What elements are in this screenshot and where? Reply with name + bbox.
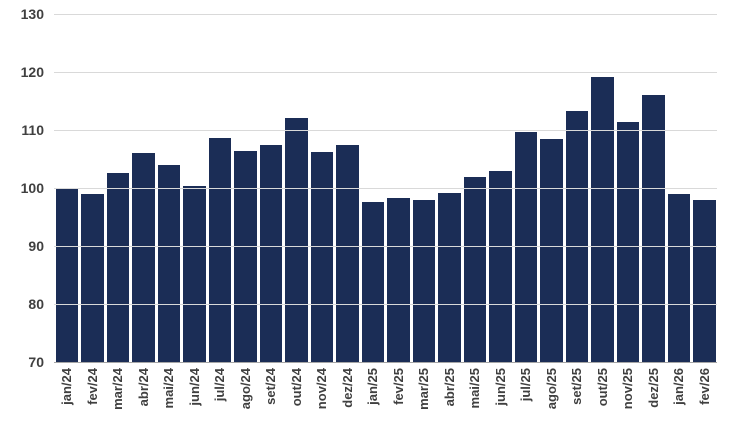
gridline xyxy=(54,14,717,15)
x-tick-label: jan/24 xyxy=(59,368,75,405)
x-tick-cell: mai/25 xyxy=(462,366,488,444)
x-tick-cell: mai/24 xyxy=(156,366,182,444)
x-tick-cell: fev/25 xyxy=(386,366,412,444)
x-tick-label: set/24 xyxy=(263,368,279,405)
x-tick-label: mai/24 xyxy=(161,368,177,409)
bar xyxy=(234,151,257,362)
bar xyxy=(438,192,461,362)
x-tick-cell: abr/25 xyxy=(437,366,463,444)
x-tick-cell: jan/24 xyxy=(54,366,80,444)
x-tick-label: dez/24 xyxy=(339,368,355,408)
bar xyxy=(387,197,410,362)
bar xyxy=(489,170,512,362)
x-tick-cell: abr/24 xyxy=(131,366,157,444)
y-tick-label: 110 xyxy=(21,122,44,138)
x-tick-label: fev/24 xyxy=(84,368,100,405)
bar xyxy=(106,172,129,362)
bar xyxy=(693,199,716,362)
x-tick-cell: nov/25 xyxy=(615,366,641,444)
x-axis-line xyxy=(54,362,717,363)
x-tick-cell: jun/24 xyxy=(182,366,208,444)
gridline xyxy=(54,72,717,73)
x-tick-label: jan/25 xyxy=(365,368,381,405)
x-tick-label: abr/25 xyxy=(441,368,457,407)
x-tick-label: jan/26 xyxy=(671,368,687,405)
bar xyxy=(259,145,282,362)
bar xyxy=(208,138,231,362)
plot-area xyxy=(54,14,717,363)
x-tick-label: ago/24 xyxy=(237,368,253,410)
x-tick-cell: set/25 xyxy=(564,366,590,444)
y-tick-label: 130 xyxy=(20,6,44,22)
gridline xyxy=(54,304,717,305)
x-tick-cell: ago/24 xyxy=(233,366,259,444)
x-tick-label: fev/25 xyxy=(390,368,406,405)
y-tick-label: 90 xyxy=(28,238,44,254)
bar xyxy=(132,153,155,362)
x-tick-label: jun/25 xyxy=(492,368,508,406)
bar xyxy=(540,138,563,362)
x-tick-cell: out/25 xyxy=(590,366,616,444)
x-tick-cell: set/24 xyxy=(258,366,284,444)
x-tick-label: dez/25 xyxy=(645,368,661,408)
x-tick-label: fev/26 xyxy=(696,368,712,405)
bar xyxy=(285,117,308,362)
bar xyxy=(642,94,665,362)
x-tick-label: out/24 xyxy=(288,368,304,407)
bar xyxy=(463,176,486,362)
x-tick-label: jun/24 xyxy=(186,368,202,406)
bar xyxy=(667,194,690,362)
x-axis: jan/24 fev/24 mar/24 abr/24 mai/24 jun/24 jul/… xyxy=(54,366,717,444)
x-tick-cell: jan/26 xyxy=(666,366,692,444)
gridline xyxy=(54,130,717,131)
x-tick-label: nov/25 xyxy=(620,368,636,410)
x-tick-label: ago/25 xyxy=(543,368,559,410)
gridline xyxy=(54,188,717,189)
bar xyxy=(412,200,435,362)
bar xyxy=(591,77,614,362)
x-tick-label: jul/25 xyxy=(518,368,534,402)
bar xyxy=(310,152,333,362)
y-tick-label: 100 xyxy=(20,180,44,196)
x-tick-label: mar/25 xyxy=(416,368,432,410)
x-tick-cell: fev/24 xyxy=(80,366,106,444)
x-tick-label: out/25 xyxy=(594,368,610,407)
x-tick-cell: ago/25 xyxy=(539,366,565,444)
x-tick-cell: jan/25 xyxy=(360,366,386,444)
x-tick-label: abr/24 xyxy=(135,368,151,407)
bar xyxy=(361,201,384,362)
x-tick-cell: nov/24 xyxy=(309,366,335,444)
bar xyxy=(55,189,78,362)
bar xyxy=(336,144,359,362)
bar xyxy=(81,193,104,362)
x-tick-cell: dez/24 xyxy=(335,366,361,444)
x-tick-cell: mar/24 xyxy=(105,366,131,444)
x-tick-cell: mar/25 xyxy=(411,366,437,444)
x-tick-label: mai/25 xyxy=(467,368,483,409)
bar xyxy=(157,164,180,362)
x-tick-cell: jul/25 xyxy=(513,366,539,444)
x-tick-label: set/25 xyxy=(569,368,585,405)
x-tick-label: jul/24 xyxy=(212,368,228,402)
y-tick-label: 120 xyxy=(20,64,44,80)
bars-container xyxy=(54,14,717,362)
y-tick-label: 70 xyxy=(28,354,44,370)
gridline xyxy=(54,246,717,247)
bar xyxy=(183,186,206,362)
x-tick-cell: jun/25 xyxy=(488,366,514,444)
x-tick-label: nov/24 xyxy=(314,368,330,410)
bar xyxy=(565,111,588,362)
y-tick-label: 80 xyxy=(28,296,44,312)
bar xyxy=(616,121,639,362)
x-tick-cell: fev/26 xyxy=(692,366,718,444)
x-tick-cell: dez/25 xyxy=(641,366,667,444)
x-tick-cell: out/24 xyxy=(284,366,310,444)
x-tick-cell: jul/24 xyxy=(207,366,233,444)
x-tick-label: mar/24 xyxy=(110,368,126,410)
